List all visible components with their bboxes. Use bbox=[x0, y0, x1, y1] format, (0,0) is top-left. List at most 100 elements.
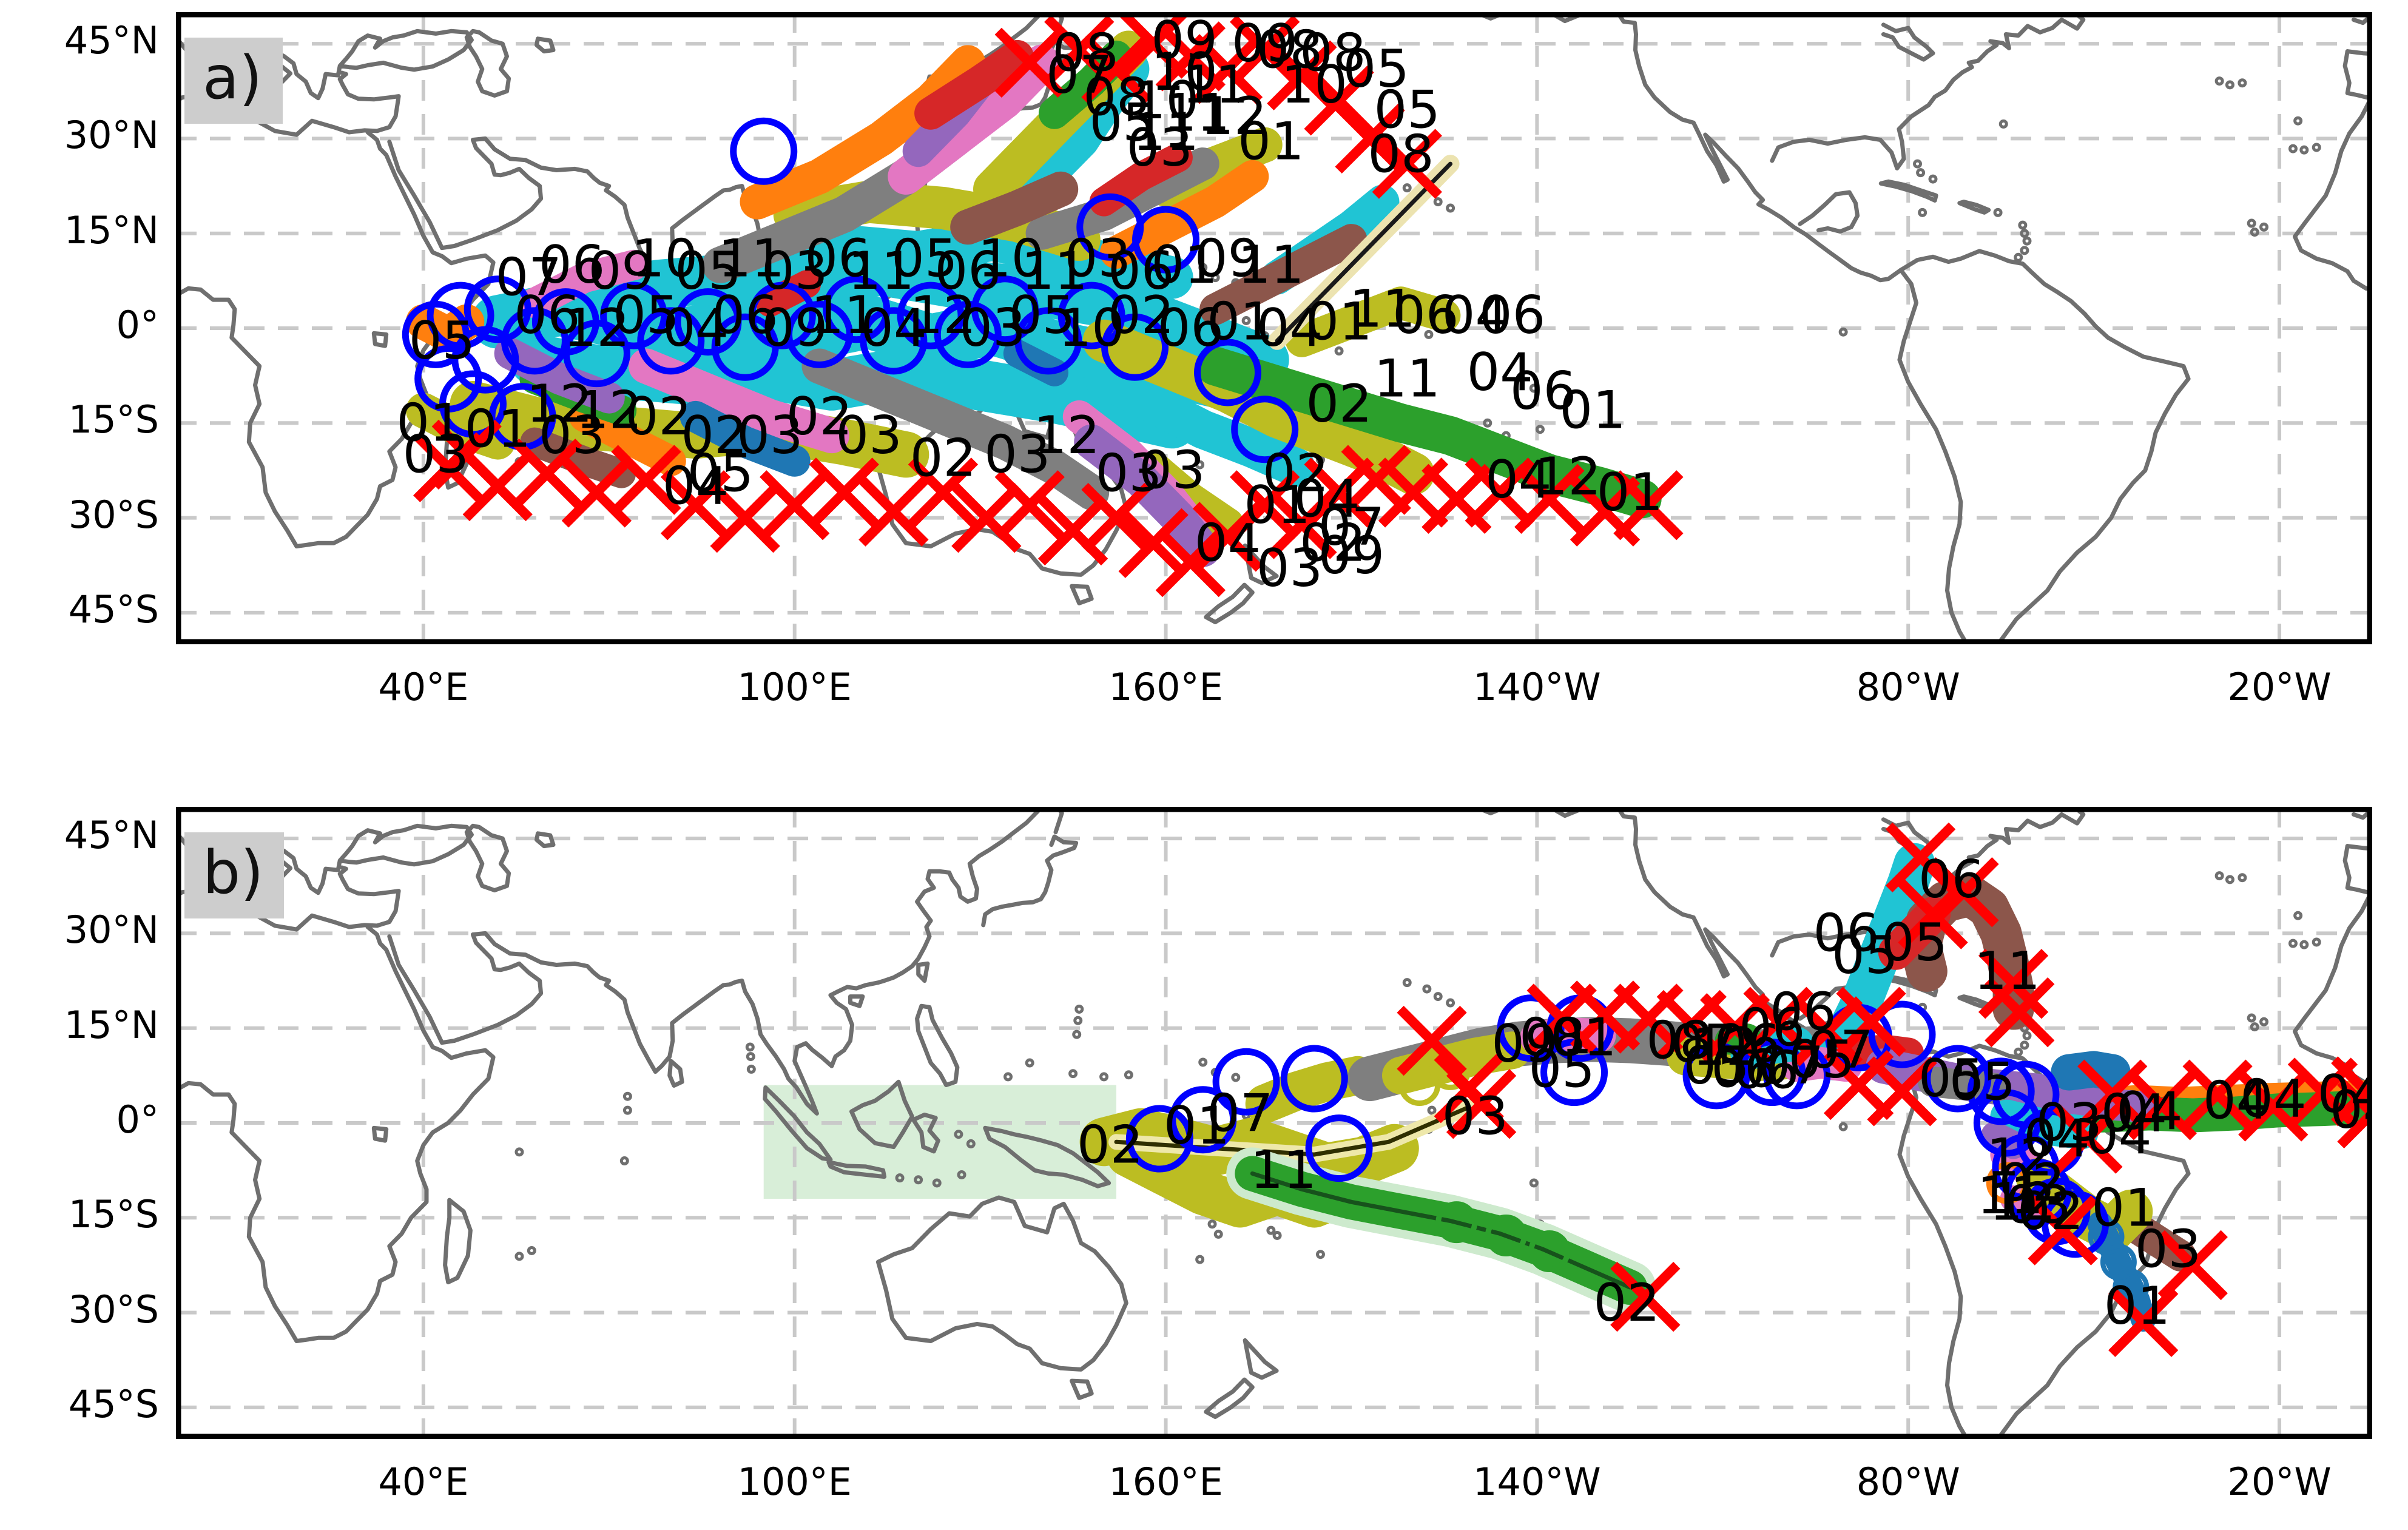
termination-x-marker bbox=[1335, 103, 1405, 174]
lat-tick-label: 15°N bbox=[64, 207, 159, 252]
track-month-label: 08 bbox=[1300, 23, 1366, 84]
genesis-circle-marker bbox=[562, 320, 630, 388]
lat-tick-label: 30°N bbox=[64, 908, 159, 952]
track-month-label: 11 bbox=[1977, 1165, 2043, 1226]
genesis-circle-marker bbox=[1924, 1045, 1992, 1113]
track-month-label: 06 bbox=[1392, 285, 1459, 346]
termination-x-marker bbox=[1397, 1005, 1467, 1076]
lon-tick-label: 20°W bbox=[2227, 665, 2332, 709]
track-month-label: 03 bbox=[835, 405, 902, 466]
genesis-circle-marker bbox=[2042, 1190, 2110, 1258]
termination-x-marker bbox=[1613, 470, 1684, 541]
lon-tick-label: 40°E bbox=[378, 1460, 469, 1504]
track-month-label: 04 bbox=[2240, 1068, 2306, 1129]
track-month-label: 12 bbox=[910, 285, 976, 346]
lat-tick-label: 30°S bbox=[68, 492, 159, 537]
termination-x-marker bbox=[1985, 977, 2055, 1048]
termination-x-marker bbox=[1118, 508, 1189, 578]
track-month-label: 03 bbox=[761, 241, 828, 302]
track-month-label: 06 bbox=[1158, 298, 1224, 359]
track-month-label: 06 bbox=[514, 285, 580, 346]
track-month-label: 08 bbox=[1519, 1007, 1585, 1068]
gridlines bbox=[176, 807, 2372, 1439]
termination-x-marker bbox=[512, 439, 582, 509]
track-month-label: 01 bbox=[1164, 1096, 1230, 1156]
track-month-label: 06 bbox=[1108, 241, 1174, 302]
track-month-label: 06 bbox=[1711, 1039, 1777, 1099]
termination-x-marker bbox=[1929, 857, 1999, 928]
termination-x-marker bbox=[858, 476, 929, 547]
termination-x-marker bbox=[2028, 1195, 2098, 1265]
track-month-label: 09 bbox=[1232, 13, 1298, 74]
termination-x-marker bbox=[1610, 1261, 1681, 1332]
track-month-label: 03 bbox=[1442, 1087, 1508, 1147]
track-month-label: 03 bbox=[1065, 228, 1131, 289]
genesis-circle-marker bbox=[1212, 1048, 1280, 1116]
lon-tick-label: 140°W bbox=[1473, 665, 1601, 709]
genesis-circle-marker bbox=[439, 370, 507, 438]
track-month-label: 06 bbox=[1714, 1014, 1780, 1074]
lon-tick-label: 140°W bbox=[1473, 1460, 1601, 1504]
track-month-label: 02 bbox=[626, 386, 692, 447]
genesis-circle-marker bbox=[1497, 994, 1565, 1062]
lon-tick-label: 160°E bbox=[1108, 1460, 1223, 1504]
track-month-label: 11 bbox=[1374, 348, 1440, 409]
track-month-label: 03 bbox=[1256, 538, 1323, 599]
track-month-label: 10 bbox=[632, 228, 698, 289]
track-month-label: 03 bbox=[1127, 118, 1193, 178]
lon-tick-label: 100°E bbox=[737, 665, 852, 709]
termination-x-marker bbox=[1304, 66, 1374, 136]
lon-tick-label: 80°W bbox=[1856, 665, 1960, 709]
track-month-label: 06 bbox=[712, 285, 778, 346]
track-month-label: 02 bbox=[1594, 1273, 1660, 1333]
track-month-label: 04 bbox=[2101, 1083, 2167, 1144]
termination-x-marker bbox=[1341, 445, 1411, 515]
track-month-label: 11 bbox=[1349, 279, 1415, 340]
track-month-label: 04 bbox=[1442, 285, 1508, 346]
track-month-label: 04 bbox=[2085, 1105, 2151, 1166]
track-month-label: 01 bbox=[396, 393, 462, 453]
track-month-label: 06 bbox=[1733, 1040, 1799, 1101]
genesis-circle-marker bbox=[1738, 1039, 1806, 1107]
track-month-label: 06 bbox=[1739, 998, 1805, 1059]
track-month-label: 05 bbox=[1881, 912, 1948, 973]
track-month-label: 02 bbox=[1263, 443, 1329, 504]
track-month-label: 02 bbox=[910, 428, 976, 489]
track-month-label: 03 bbox=[2036, 1093, 2102, 1153]
termination-x-marker bbox=[611, 445, 681, 515]
track-month-label: 01 bbox=[1550, 1007, 1616, 1068]
track-month-label: 07 bbox=[496, 248, 562, 308]
termination-x-marker bbox=[1792, 996, 1863, 1067]
genesis-circle-marker bbox=[1076, 193, 1144, 261]
track-month-label: 08 bbox=[1646, 1011, 1712, 1071]
track-month-label: 07 bbox=[1207, 1083, 1273, 1144]
termination-x-marker bbox=[809, 457, 879, 528]
genesis-markers bbox=[402, 117, 1299, 463]
track-month-label: 09 bbox=[1318, 525, 1384, 586]
termination-x-marker bbox=[2108, 1287, 2179, 1357]
track-month-label: 12 bbox=[576, 380, 642, 440]
track-month-label: 01 bbox=[1244, 475, 1310, 536]
termination-x-marker bbox=[994, 470, 1065, 541]
track-month-label: 09 bbox=[761, 298, 828, 359]
track-month-label: 04 bbox=[2023, 1108, 2089, 1169]
track-month-label: 02 bbox=[2017, 1181, 2083, 1242]
track-month-label: 03 bbox=[403, 424, 469, 485]
lat-tick-label: 0° bbox=[116, 1097, 159, 1142]
track-month-label: 03 bbox=[984, 424, 1050, 485]
lat-tick-label: 30°S bbox=[68, 1287, 159, 1332]
genesis-circle-marker bbox=[1231, 396, 1299, 463]
track-month-label: 05 bbox=[1789, 1030, 1855, 1090]
track-month-label: 11 bbox=[811, 285, 877, 346]
lon-tick-label: 160°E bbox=[1108, 665, 1223, 709]
track-month-label: 02 bbox=[1998, 1153, 2065, 1213]
track-month-label: 05 bbox=[1343, 39, 1409, 99]
track-month-label: 03 bbox=[737, 405, 803, 466]
genesis-circle-marker bbox=[1967, 1057, 2035, 1125]
track-month-label: 10 bbox=[1281, 55, 1347, 115]
genesis-circle-marker bbox=[934, 300, 1002, 368]
